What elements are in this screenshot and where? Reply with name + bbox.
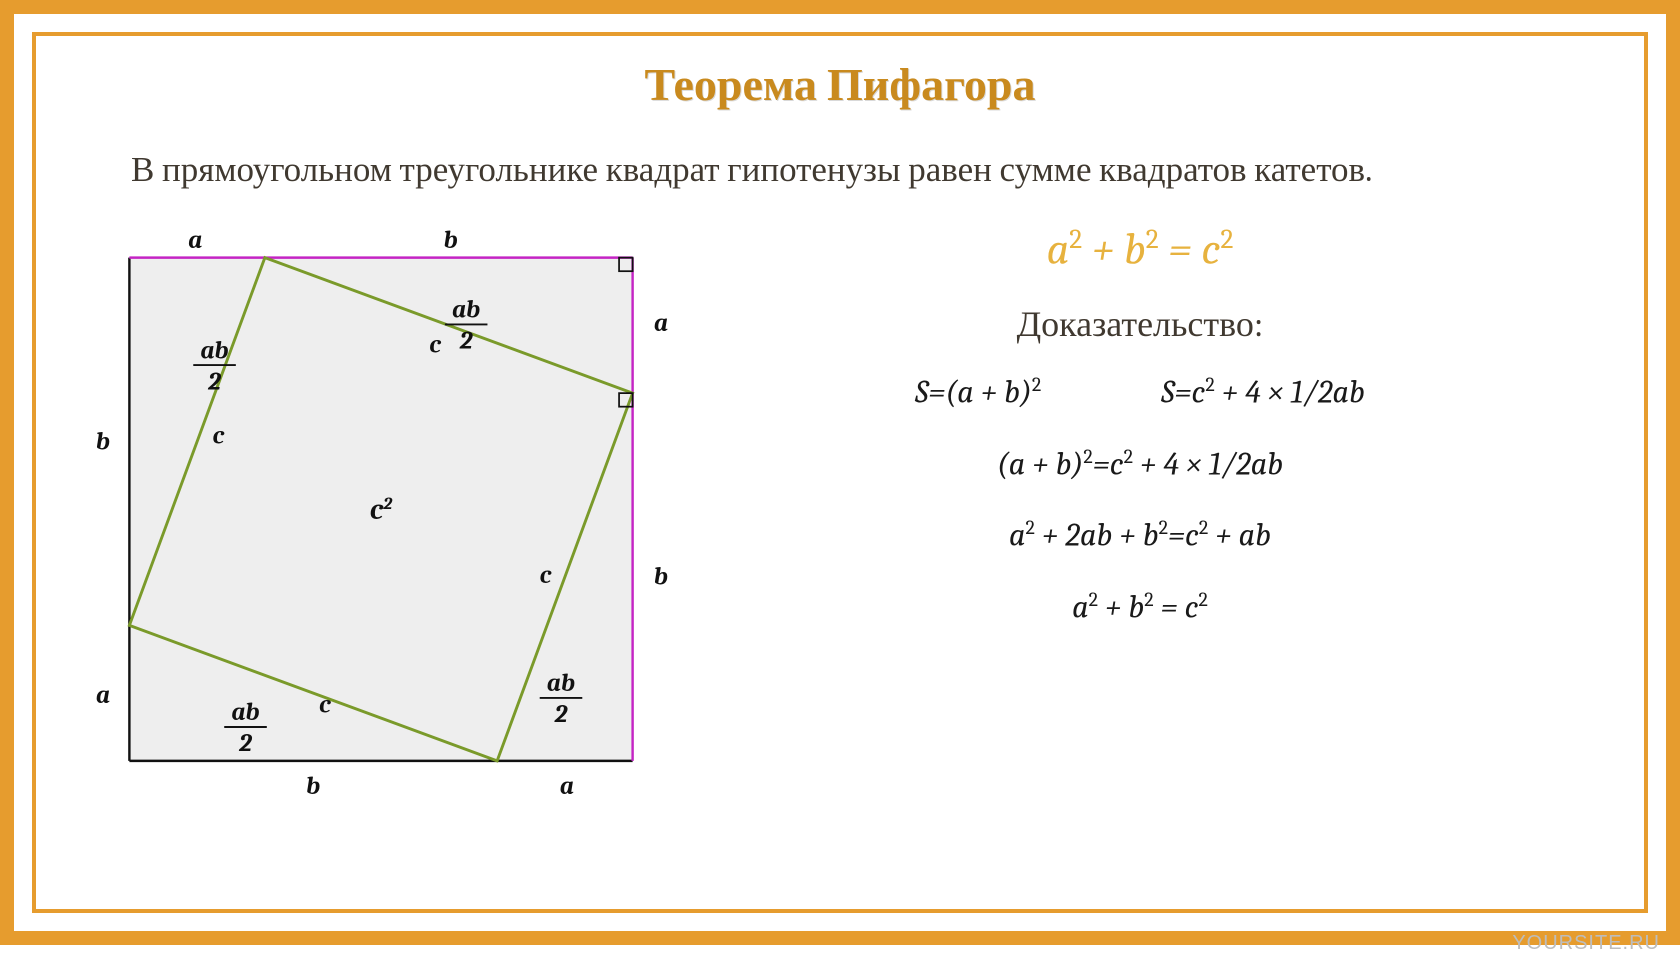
svg-text:c: c — [319, 691, 331, 720]
svg-text:c: c — [429, 331, 441, 360]
svg-text:ab: ab — [452, 296, 480, 325]
pythagoras-diagram-svg: ababbabaccccab2ab2ab2ab2c2 — [71, 217, 691, 817]
svg-text:a: a — [188, 226, 202, 255]
svg-text:2: 2 — [207, 368, 221, 397]
svg-text:a: a — [654, 309, 668, 338]
svg-text:ab: ab — [547, 669, 575, 698]
proof-heading: Доказательство: — [1017, 303, 1264, 345]
watermark: YOURSITE.RU — [1512, 932, 1660, 955]
main-formula: a2 + b2 = c2 — [1047, 223, 1234, 275]
outer-frame: Теорема Пифагора В прямоугольном треугол… — [0, 0, 1680, 945]
svg-text:a: a — [560, 772, 574, 801]
svg-text:a: a — [96, 681, 110, 710]
svg-text:2: 2 — [554, 700, 568, 729]
svg-text:2: 2 — [459, 327, 473, 356]
formulas-column: a2 + b2 = c2 Доказательство: S=(a + b)2S… — [731, 217, 1549, 625]
svg-text:2: 2 — [238, 729, 252, 758]
svg-text:ab: ab — [231, 698, 259, 727]
proof-lines: S=(a + b)2 S=c2 + 4 × 1/2ab (a + b)2=c2 + … — [731, 373, 1549, 626]
content-columns: ababbabaccccab2ab2ab2ab2c2 a2 + b2 = c2 … — [36, 217, 1644, 817]
svg-text:b: b — [444, 226, 458, 255]
theorem-statement: В прямоугольном треугольнике квадрат гип… — [131, 146, 1549, 193]
svg-text:c: c — [540, 561, 552, 590]
equation: S=c2 + 4 × 1/2ab — [1161, 373, 1365, 411]
proof-diagram: ababbabaccccab2ab2ab2ab2c2 — [71, 217, 691, 817]
equation: a2 + 2ab + b2=c2 + ab — [1009, 516, 1271, 554]
svg-text:b: b — [654, 563, 668, 592]
equation: S=(a + b)2 — [915, 373, 1041, 411]
svg-text:b: b — [96, 428, 110, 457]
page-title: Теорема Пифагора — [36, 58, 1644, 112]
proof-line-pair: S=(a + b)2 S=c2 + 4 × 1/2ab — [731, 373, 1549, 411]
svg-text:b: b — [306, 772, 320, 801]
inner-frame: Теорема Пифагора В прямоугольном треугол… — [32, 32, 1648, 913]
equation: a2 + b2 = c2 — [1072, 588, 1208, 626]
svg-text:ab: ab — [200, 337, 228, 366]
equation: (a + b)2=c2 + 4 × 1/2ab — [997, 445, 1283, 483]
svg-text:c: c — [213, 422, 225, 451]
